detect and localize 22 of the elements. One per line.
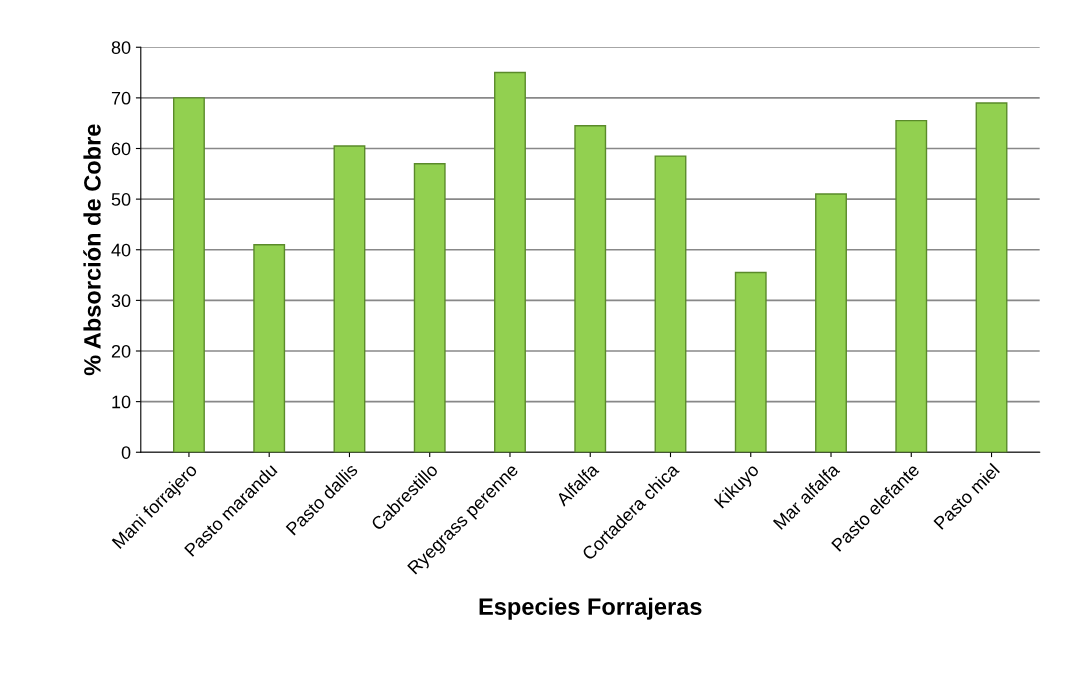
- bar: [895, 119, 928, 453]
- y-tick-label: 10: [112, 395, 131, 409]
- y-tick-label: 0: [121, 446, 131, 459]
- bar: [654, 155, 687, 453]
- bar: [975, 102, 1008, 453]
- bar: [173, 97, 205, 453]
- y-tick-label: 40: [111, 243, 131, 257]
- bar: [494, 71, 526, 453]
- y-tick-label: 80: [111, 41, 131, 54]
- y-axis-title: % Absorción de Cobre: [83, 124, 101, 376]
- bar: [734, 271, 767, 453]
- bar: [815, 193, 847, 453]
- bar: [413, 162, 446, 453]
- bar: [333, 145, 366, 453]
- bar: [253, 243, 286, 453]
- y-tick-label: 70: [111, 91, 131, 105]
- y-tick-label: 60: [111, 142, 131, 156]
- y-tick-label: 50: [111, 193, 131, 206]
- x-axis-title: Especies Forrajeras: [479, 597, 702, 620]
- bar: [574, 125, 607, 453]
- y-tick-label: 20: [111, 344, 131, 358]
- y-tick-label: 30: [111, 294, 131, 308]
